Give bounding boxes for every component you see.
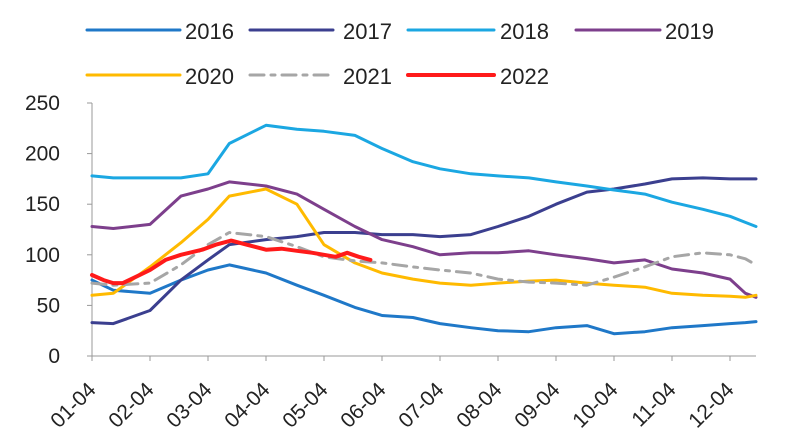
x-tick-label-06-04: 06-04 [336,378,390,432]
series-layer [90,123,758,336]
axes: 0 50 100 150 200 250 01-04 02-04 03-04 04-04 05-04… [25,92,756,433]
x-tick-label-04-04: 04-04 [220,378,274,432]
series-line-2016 [90,263,758,336]
series-line-2020 [90,187,758,299]
y-tick-label-0: 0 [48,345,60,368]
series-line-2019 [90,180,758,299]
x-tick-label-09-04: 09-04 [510,378,564,432]
x-tick-label-05-04: 05-04 [278,378,332,432]
series-line-2017 [90,176,758,326]
x-tick-label-10-04: 10-04 [568,378,622,432]
x-tick-label-12-04: 12-04 [684,378,738,432]
legend-label-2016: 2016 [185,19,234,44]
legend-label-2018: 2018 [500,19,549,44]
x-tick-label-08-04: 08-04 [452,378,506,432]
legend-label-2020: 2020 [185,64,234,89]
x-tick-label-02-04: 02-04 [104,378,158,432]
legend-label-2019: 2019 [665,19,714,44]
y-tick-label-150: 150 [25,193,60,216]
x-tick-label-07-04: 07-04 [394,378,448,432]
legend: 2016 2017 2018 2019 2020 2021 2022 [85,19,714,89]
x-tick-label-03-04: 03-04 [162,378,216,432]
series-line-2022 [90,238,373,286]
x-tick-label-01-04: 01-04 [46,378,100,432]
y-tick-label-200: 200 [25,143,60,166]
legend-label-2021: 2021 [343,64,392,89]
series-line-2018 [90,123,758,228]
y-tick-label-250: 250 [25,92,60,115]
x-tick-label-11-04: 11-04 [627,378,680,431]
series-line-2021 [90,231,758,287]
y-tick-label-100: 100 [25,244,60,267]
y-tick-label-50: 50 [37,294,60,317]
legend-label-2022: 2022 [500,64,549,89]
legend-label-2017: 2017 [343,19,392,44]
